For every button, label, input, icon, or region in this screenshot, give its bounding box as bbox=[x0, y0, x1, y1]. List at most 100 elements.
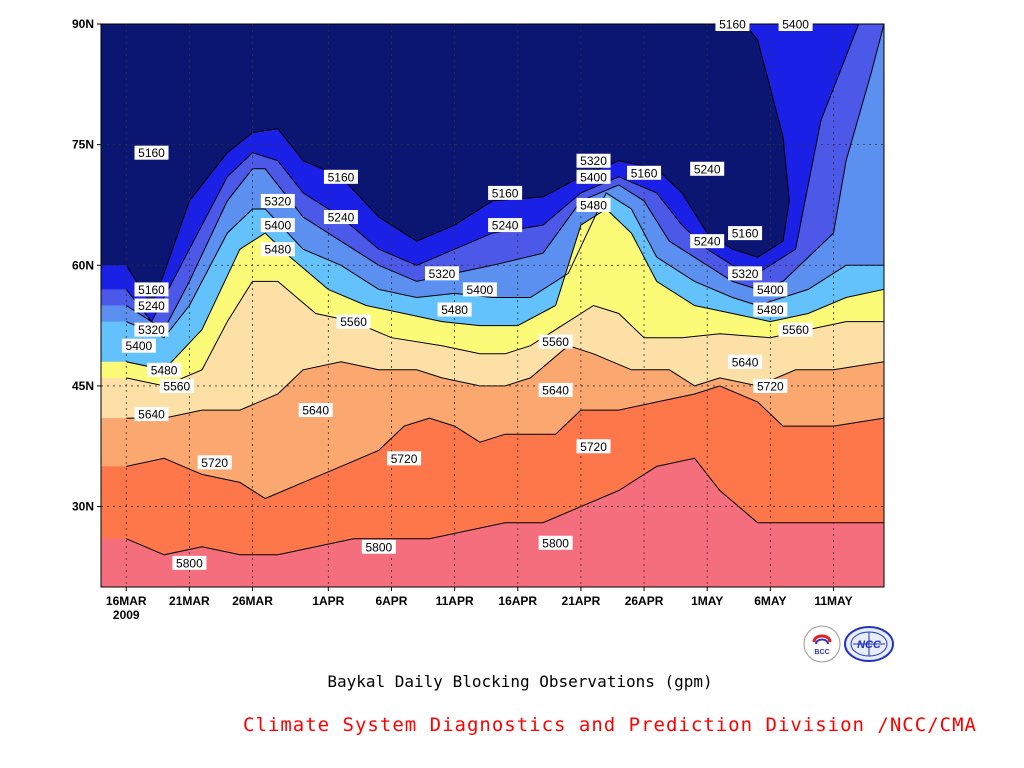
contour-label: 5320 bbox=[732, 267, 759, 281]
x-tick-label: 21MAR bbox=[169, 594, 210, 608]
x-axis: 16MAR 21MAR 26MAR 1APR 6APR 11APR 16APR 21APR 26… bbox=[106, 587, 853, 622]
x-tick-label: 21APR bbox=[562, 594, 601, 608]
contour-label: 5160 bbox=[138, 283, 165, 297]
contour-label-bg bbox=[336, 314, 371, 329]
contour-label: 5240 bbox=[694, 235, 721, 249]
contour-label: 5400 bbox=[757, 283, 784, 297]
y-tick-label: 30N bbox=[72, 500, 94, 514]
contour-label-bg bbox=[576, 439, 611, 454]
contour-label-bg bbox=[260, 242, 295, 257]
contour-label: 5800 bbox=[365, 540, 392, 554]
contour-label-bg bbox=[753, 282, 788, 297]
contour-label: 5160 bbox=[492, 186, 519, 200]
svg-text:BCC: BCC bbox=[814, 649, 829, 656]
contour-label: 5400 bbox=[264, 219, 291, 233]
contour-label-bg bbox=[424, 266, 459, 281]
contour-line-5800 bbox=[126, 457, 884, 556]
contour-label: 5160 bbox=[732, 227, 759, 241]
contour-label-bg bbox=[778, 17, 813, 31]
band-fill-5800 bbox=[101, 458, 884, 587]
y-tick-label: 75N bbox=[72, 138, 94, 152]
contour-label: 5320 bbox=[138, 323, 165, 337]
contour-label: 5160 bbox=[138, 146, 165, 160]
contour-fills bbox=[101, 24, 884, 587]
contour-label: 5800 bbox=[542, 536, 569, 550]
ncc-logo: NCC bbox=[844, 626, 894, 662]
contour-label-bg bbox=[361, 539, 396, 554]
contour-label: 5800 bbox=[176, 556, 203, 570]
contour-label: 5640 bbox=[732, 355, 759, 369]
contour-label: 5160 bbox=[719, 18, 746, 32]
contour-label-bg bbox=[538, 334, 573, 349]
contour-label-bg bbox=[298, 403, 333, 418]
contour-label: 5160 bbox=[328, 170, 355, 184]
contour-label: 5480 bbox=[580, 198, 607, 212]
contour-label-bg bbox=[488, 218, 523, 233]
contour-label-bg bbox=[728, 226, 763, 241]
contour-label: 5720 bbox=[580, 440, 607, 454]
contour-label-bg bbox=[121, 338, 156, 353]
contour-label: 5560 bbox=[782, 323, 809, 337]
chart-title: Baykal Daily Blocking Observations (gpm) bbox=[327, 672, 713, 691]
contour-label-bg bbox=[538, 382, 573, 397]
contour-label-bg bbox=[134, 322, 169, 337]
contour-label-bg bbox=[260, 193, 295, 208]
contour-label: 5560 bbox=[542, 335, 569, 349]
contour-label: 5320 bbox=[429, 267, 456, 281]
grid-lines bbox=[101, 24, 884, 587]
credit-line: Climate System Diagnostics and Predictio… bbox=[243, 714, 977, 736]
contour-label: 5720 bbox=[201, 456, 228, 470]
x-tick-label: 16MAR bbox=[106, 594, 147, 608]
contour-label-bg bbox=[715, 17, 750, 31]
contour-label: 5480 bbox=[441, 303, 468, 317]
contour-label: 5400 bbox=[580, 170, 607, 184]
contour-label-bg bbox=[172, 555, 207, 570]
plot-frame bbox=[100, 23, 885, 588]
contour-label: 5240 bbox=[694, 162, 721, 176]
contour-label: 5640 bbox=[138, 408, 165, 422]
contour-label-bg bbox=[728, 354, 763, 369]
x-tick-label: 1MAY bbox=[691, 594, 723, 608]
contour-label-bg bbox=[462, 282, 497, 297]
contour-label: 5320 bbox=[264, 194, 291, 208]
svg-text:NCC: NCC bbox=[857, 639, 882, 651]
x-tick-label: 6MAY bbox=[754, 594, 786, 608]
contour-label-bg bbox=[159, 378, 194, 393]
x-tick-label: 1APR bbox=[312, 594, 344, 608]
contour-label: 5320 bbox=[580, 154, 607, 168]
contour-label: 5480 bbox=[264, 243, 291, 257]
contour-label: 5240 bbox=[328, 211, 355, 225]
contour-label-bg bbox=[488, 185, 523, 200]
contour-label-bg bbox=[197, 455, 232, 470]
contour-label-bg bbox=[576, 153, 611, 168]
contour-label: 5640 bbox=[302, 404, 329, 418]
contour-label-bg bbox=[576, 197, 611, 212]
contour-label-bg bbox=[134, 298, 169, 313]
contour-label-bg bbox=[690, 161, 725, 176]
contour-label-bg bbox=[778, 322, 813, 337]
contour-label-bg bbox=[134, 407, 169, 422]
contour-label-bg bbox=[260, 218, 295, 233]
contour-label: 5480 bbox=[757, 303, 784, 317]
x-year-label: 2009 bbox=[113, 608, 140, 622]
contour-label: 5720 bbox=[757, 379, 784, 393]
contour-line-5400 bbox=[126, 192, 884, 339]
contour-label-bg bbox=[437, 302, 472, 317]
x-tick-label: 11MAY bbox=[814, 594, 852, 608]
bcc-logo: BCC bbox=[803, 625, 841, 663]
contour-label: 5400 bbox=[782, 18, 809, 32]
contour-label: 5160 bbox=[631, 166, 658, 180]
contour-line-5720 bbox=[126, 385, 884, 500]
y-tick-label: 60N bbox=[72, 258, 94, 272]
contour-label-bg bbox=[728, 266, 763, 281]
contour-label: 5640 bbox=[542, 383, 569, 397]
contour-label-bg bbox=[147, 362, 182, 377]
contour-label-bg bbox=[627, 165, 662, 180]
x-tick-label: 16APR bbox=[498, 594, 537, 608]
contour-label-bg bbox=[387, 451, 422, 466]
x-tick-label: 6APR bbox=[375, 594, 407, 608]
contour-label: 5480 bbox=[151, 363, 178, 377]
contour-labels: 5160 5160 5160 5160 5160 5160 5160 5240 5240 5240… bbox=[121, 17, 813, 570]
contour-label-bg bbox=[753, 378, 788, 393]
